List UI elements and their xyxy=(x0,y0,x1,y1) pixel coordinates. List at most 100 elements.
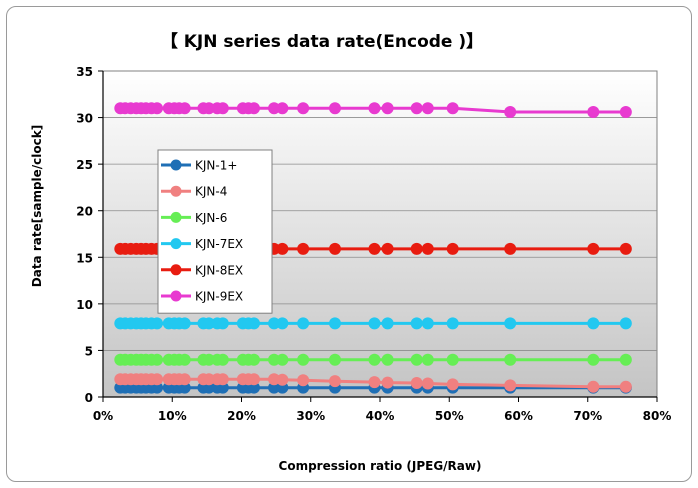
data-point xyxy=(178,353,191,366)
data-point xyxy=(587,380,600,393)
y-tick-label: 5 xyxy=(85,344,93,358)
x-tick-label: 60% xyxy=(504,409,533,423)
data-point xyxy=(178,102,191,115)
data-point xyxy=(381,353,394,366)
x-tick-label: 70% xyxy=(573,409,602,423)
legend-label: KJN-6 xyxy=(195,211,227,225)
y-tick-label: 0 xyxy=(85,391,93,405)
data-point xyxy=(368,102,381,115)
data-point xyxy=(328,102,341,115)
y-tick-label: 35 xyxy=(76,65,93,79)
data-point xyxy=(297,374,310,387)
x-tick-label: 80% xyxy=(643,409,672,423)
data-point xyxy=(446,317,459,330)
data-point xyxy=(368,353,381,366)
data-point xyxy=(587,105,600,118)
data-point xyxy=(421,102,434,115)
data-point xyxy=(151,102,164,115)
data-point xyxy=(247,373,260,386)
data-point xyxy=(504,379,517,392)
data-point xyxy=(328,375,341,388)
data-point xyxy=(381,376,394,389)
data-point xyxy=(328,242,341,255)
data-point xyxy=(276,102,289,115)
data-point xyxy=(504,317,517,330)
legend-label: KJN-1+ xyxy=(195,159,237,173)
data-point xyxy=(268,381,281,394)
data-point xyxy=(619,353,632,366)
x-tick-label: 0% xyxy=(93,409,113,423)
legend-label: KJN-4 xyxy=(195,185,227,199)
legend-label: KJN-8EX xyxy=(195,263,243,277)
data-point xyxy=(587,242,600,255)
data-point xyxy=(276,373,289,386)
data-point xyxy=(446,102,459,115)
legend-swatch-marker xyxy=(170,185,182,197)
data-point xyxy=(328,353,341,366)
legend-swatch-marker xyxy=(170,238,182,250)
data-point xyxy=(202,102,215,115)
legend-label: KJN-9EX xyxy=(195,290,243,304)
data-point xyxy=(410,102,423,115)
data-point xyxy=(247,353,260,366)
y-tick-label: 10 xyxy=(76,298,93,312)
data-point xyxy=(297,353,310,366)
data-point xyxy=(421,317,434,330)
y-tick-label: 25 xyxy=(76,158,93,172)
data-point xyxy=(619,317,632,330)
y-tick-label: 30 xyxy=(76,112,93,126)
data-point xyxy=(368,242,381,255)
data-point xyxy=(410,242,423,255)
data-point xyxy=(328,317,341,330)
data-point xyxy=(276,317,289,330)
x-tick-label: 40% xyxy=(366,409,395,423)
data-point xyxy=(587,317,600,330)
legend-box xyxy=(157,149,273,314)
data-point xyxy=(410,317,423,330)
legend-swatch-marker xyxy=(170,264,182,276)
data-point xyxy=(216,102,229,115)
data-point xyxy=(151,353,164,366)
data-point xyxy=(410,353,423,366)
data-point xyxy=(247,317,260,330)
x-axis-label: Compression ratio (JPEG/Raw) xyxy=(279,459,482,473)
data-point xyxy=(297,102,310,115)
data-point xyxy=(446,242,459,255)
data-point xyxy=(368,376,381,389)
data-point xyxy=(247,102,260,115)
data-point xyxy=(268,353,281,366)
x-tick-label: 10% xyxy=(158,409,187,423)
data-point xyxy=(216,353,229,366)
chart-title: 【 KJN series data rate(Encode )】 xyxy=(161,31,483,52)
data-point xyxy=(446,353,459,366)
legend-swatch-marker xyxy=(170,159,182,171)
data-point xyxy=(202,353,215,366)
legend-swatch-marker xyxy=(170,211,182,223)
y-tick-label: 15 xyxy=(76,251,93,265)
data-point xyxy=(178,317,191,330)
data-point xyxy=(504,105,517,118)
data-point xyxy=(504,353,517,366)
data-point xyxy=(421,353,434,366)
data-point xyxy=(268,102,281,115)
data-point xyxy=(216,317,229,330)
y-tick-label: 20 xyxy=(76,205,93,219)
data-point xyxy=(151,317,164,330)
data-point xyxy=(381,317,394,330)
x-tick-label: 30% xyxy=(296,409,325,423)
data-point xyxy=(619,380,632,393)
data-point xyxy=(587,353,600,366)
data-point xyxy=(504,242,517,255)
data-point xyxy=(216,373,229,386)
data-point xyxy=(297,242,310,255)
data-point xyxy=(619,242,632,255)
data-point xyxy=(368,317,381,330)
data-point xyxy=(276,242,289,255)
x-tick-label: 50% xyxy=(435,409,464,423)
data-point xyxy=(276,353,289,366)
data-point xyxy=(202,373,215,386)
data-point xyxy=(178,373,191,386)
data-point xyxy=(410,377,423,390)
data-point xyxy=(297,317,310,330)
